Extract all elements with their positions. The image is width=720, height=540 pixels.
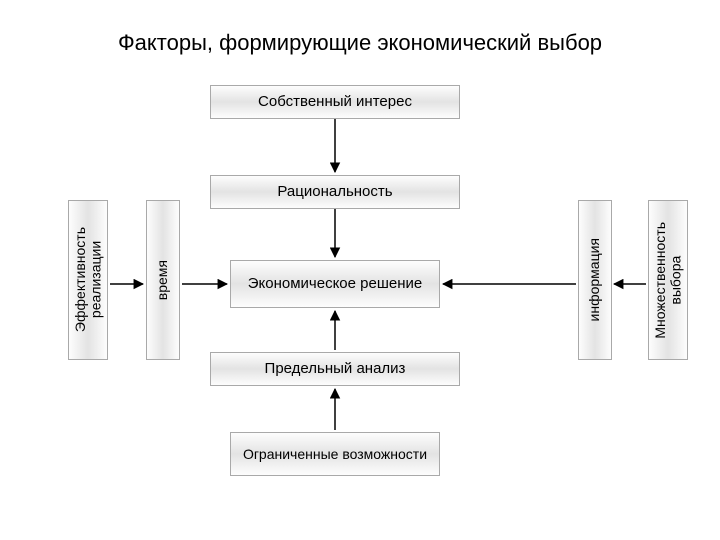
node-marginal: Предельный анализ [210, 352, 460, 386]
node-information: информация [578, 200, 612, 360]
node-label: Множественность выбора [653, 222, 684, 339]
node-label: время [155, 260, 170, 300]
node-rationality: Рациональность [210, 175, 460, 209]
node-effectiveness: Эффективность реализации [68, 200, 108, 360]
node-multiplicity: Множественность выбора [648, 200, 688, 360]
diagram-canvas: Факторы, формирующие экономический выбор… [0, 0, 720, 540]
node-label: Рациональность [277, 183, 392, 200]
node-time: время [146, 200, 180, 360]
node-label: Эффективность реализации [73, 227, 104, 332]
node-limited: Ограниченные возможности [230, 432, 440, 476]
diagram-title: Факторы, формирующие экономический выбор [0, 30, 720, 56]
node-label: Предельный анализ [265, 360, 406, 377]
node-label: Собственный интерес [258, 93, 412, 110]
node-label: Экономическое решение [248, 275, 422, 292]
node-self-interest: Собственный интерес [210, 85, 460, 119]
node-decision: Экономическое решение [230, 260, 440, 308]
node-label: информация [587, 238, 602, 321]
node-label: Ограниченные возможности [243, 446, 427, 462]
